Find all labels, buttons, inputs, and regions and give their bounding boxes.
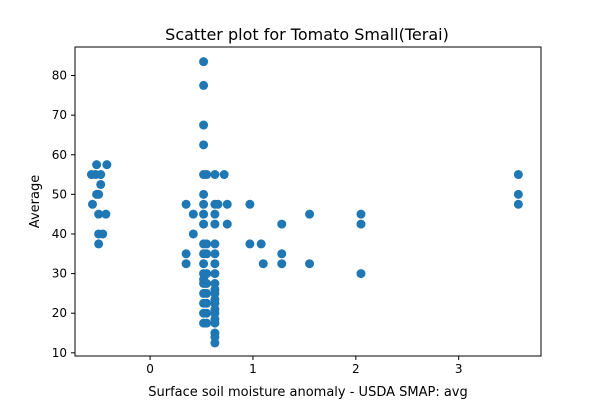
scatter-point: [513, 170, 523, 180]
scatter-point: [210, 219, 220, 229]
x-axis: 0 1 2 3: [146, 356, 463, 376]
scatter-point: [202, 269, 212, 279]
chart-title: Scatter plot for Tomato Small(Terai): [165, 25, 449, 44]
x-axis-label: Surface soil moisture anomaly - USDA SMA…: [148, 385, 468, 400]
scatter-point: [210, 239, 220, 249]
y-tick-label: 20: [52, 306, 67, 320]
y-tick-label: 30: [52, 267, 67, 281]
scatter-point: [245, 199, 255, 209]
scatter-point: [87, 199, 97, 209]
scatter-point: [202, 298, 212, 308]
scatter-point: [96, 170, 106, 180]
scatter-point: [210, 338, 220, 348]
scatter-point: [222, 199, 232, 209]
scatter-point: [199, 140, 209, 150]
scatter-point: [277, 249, 287, 259]
scatter-point: [210, 269, 220, 279]
scatter-point: [356, 219, 366, 229]
scatter-point: [181, 249, 191, 259]
scatter-point: [210, 249, 220, 259]
x-tick-label: 2: [352, 362, 360, 376]
scatter-point: [199, 57, 209, 67]
scatter-point: [92, 160, 102, 170]
y-tick-label: 10: [52, 346, 67, 360]
scatter-point: [199, 120, 209, 130]
scatter-point: [258, 259, 268, 269]
scatter-point: [188, 229, 198, 239]
x-tick-label: 3: [455, 362, 463, 376]
points-layer: [86, 57, 523, 348]
scatter-point: [96, 179, 106, 189]
scatter-point: [199, 189, 209, 199]
scatter-point: [222, 219, 232, 229]
scatter-point: [181, 259, 191, 269]
scatter-point: [202, 239, 212, 249]
scatter-point: [210, 259, 220, 269]
scatter-point: [210, 209, 220, 219]
scatter-point: [277, 219, 287, 229]
plot-frame: [74, 46, 542, 357]
scatter-point: [356, 209, 366, 219]
scatter-point: [213, 199, 223, 209]
scatter-point: [94, 239, 104, 249]
scatter-point: [202, 170, 212, 180]
scatter-point: [277, 259, 287, 269]
y-tick-label: 80: [52, 69, 67, 83]
scatter-point: [305, 259, 315, 269]
scatter-point: [202, 249, 212, 259]
scatter-point: [513, 189, 523, 199]
scatter-point: [210, 318, 220, 328]
y-axis-label: Average: [28, 175, 43, 228]
scatter-point: [188, 209, 198, 219]
scatter-point: [199, 199, 209, 209]
scatter-point: [94, 189, 104, 199]
y-tick-label: 70: [52, 108, 67, 122]
scatter-point: [199, 259, 209, 269]
scatter-point: [256, 239, 266, 249]
scatter-point: [210, 170, 220, 180]
scatter-point: [101, 209, 111, 219]
scatter-point: [102, 160, 112, 170]
scatter-point: [94, 209, 104, 219]
scatter-point: [356, 269, 366, 279]
scatter-point: [202, 318, 212, 328]
x-tick-label: 0: [146, 362, 154, 376]
y-axis: 10 20 30 40 50 60 70 80: [52, 69, 75, 360]
scatter-point: [202, 308, 212, 318]
scatter-point: [305, 209, 315, 219]
scatter-point: [199, 219, 209, 229]
scatter-point: [199, 209, 209, 219]
y-tick-label: 50: [52, 187, 67, 201]
x-tick-label: 1: [249, 362, 257, 376]
y-tick-label: 40: [52, 227, 67, 241]
scatter-point: [513, 199, 523, 209]
scatter-point: [219, 170, 229, 180]
y-tick-label: 60: [52, 148, 67, 162]
scatter-point: [181, 199, 191, 209]
scatter-point: [245, 239, 255, 249]
scatter-point: [202, 288, 212, 298]
scatter-point: [98, 229, 108, 239]
scatter-point: [202, 279, 212, 288]
scatter-point: [199, 80, 209, 90]
